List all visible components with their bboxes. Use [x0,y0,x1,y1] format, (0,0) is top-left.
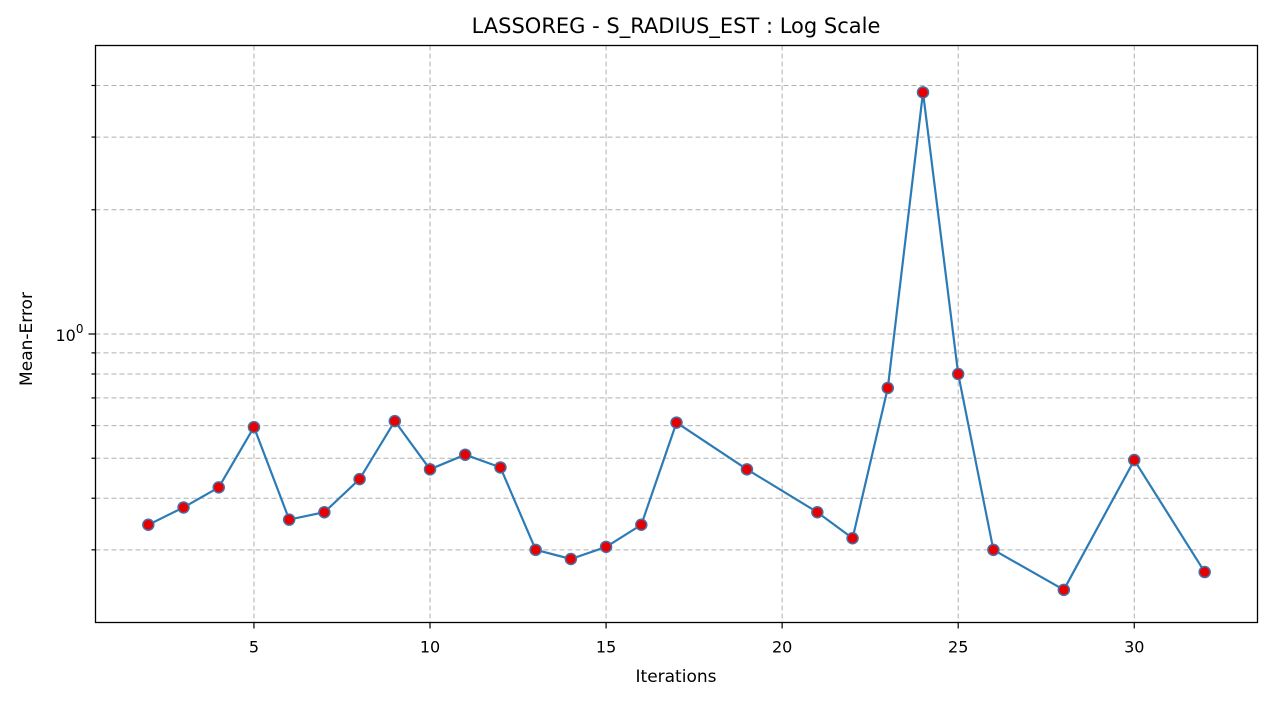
data-point [670,416,683,429]
x-tick-label: 5 [249,638,259,657]
data-point [635,518,648,532]
data-point [1198,565,1211,579]
data-point [212,481,225,494]
data-point [951,367,965,381]
data-point [458,448,472,461]
data-point [318,505,331,519]
data-point [529,543,542,557]
x-tick-label: 15 [596,638,616,657]
data-point [423,463,437,476]
data-point [247,420,261,434]
data-point [142,518,155,532]
chart-title: LASSOREG - S_RADIUS_EST : Log Scale [472,14,881,39]
data-point [811,505,824,519]
data-point [494,461,507,474]
data-point [881,381,895,395]
x-axis-label: Iterations [636,667,717,687]
data-point [987,543,1000,557]
series-line [147,91,1206,591]
grid [95,45,1258,623]
data-point [564,552,578,566]
data-point [846,531,859,545]
data-point [388,414,402,428]
data-point [353,472,366,486]
x-tick-label: 30 [1124,638,1144,657]
y-tick-label: 100 [56,322,84,345]
axis-ticks: 5 10 15 20 25 30 100 [56,84,1144,657]
data-point [1057,583,1071,597]
x-tick-label: 10 [420,638,440,657]
data-point [916,86,930,99]
data-point [177,501,190,514]
data-point [1128,453,1141,467]
data-point [740,463,754,476]
data-point [599,540,613,554]
series-layer [142,86,1211,597]
x-tick-label: 20 [772,638,792,657]
y-axis-label: Mean-Error [17,292,37,386]
data-point [282,513,296,526]
x-tick-label: 25 [948,638,968,657]
